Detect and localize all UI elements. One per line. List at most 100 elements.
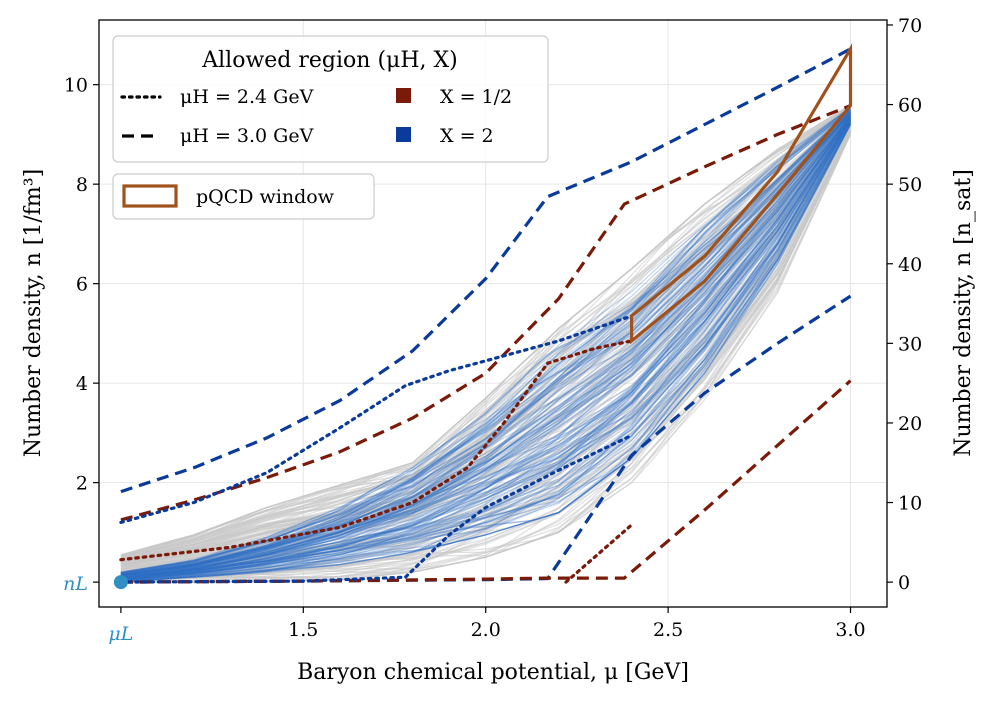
ensemble-blue-curve xyxy=(120,113,851,577)
pqcd-window xyxy=(629,43,853,345)
ensemble-gray-curve xyxy=(120,111,851,562)
ensemble-gray-curve xyxy=(120,107,851,559)
legend-swatch-3 xyxy=(396,127,411,142)
ensemble-blue-curve xyxy=(120,117,852,579)
ensemble-blue-curve xyxy=(120,112,851,577)
ensemble-blue-curve xyxy=(120,117,852,580)
ensemble-blue-curve xyxy=(120,122,852,582)
ensemble-blue-curve xyxy=(120,112,851,577)
ensemble-blue-curve xyxy=(120,119,852,581)
ensemble-blue-curve xyxy=(120,115,852,578)
ensemble-blue-curve xyxy=(120,114,852,578)
ensemble-gray-curve xyxy=(120,107,851,559)
ensemble-blue-curve xyxy=(120,112,851,577)
y-right-tick-label-3: 30 xyxy=(898,333,922,355)
ensemble-blue-curve xyxy=(120,121,852,582)
ensemble-blue-curve xyxy=(120,118,852,580)
ensemble-blue-curve xyxy=(120,119,852,580)
ensemble-blue-curve xyxy=(120,123,852,583)
ensemble-blue-curve xyxy=(120,117,852,580)
ensemble-blue-curve xyxy=(120,114,852,578)
ensemble-blue-curve xyxy=(120,117,852,580)
legend-label-1: μH = 3.0 GeV xyxy=(180,125,314,147)
legend-window-label: pQCD window xyxy=(196,186,335,208)
y-right-tick-label-7: 70 xyxy=(898,15,922,37)
ensemble-gray-curve xyxy=(120,110,851,562)
ensemble-blue-curve xyxy=(120,106,851,574)
ensemble-blue-curve xyxy=(120,120,852,581)
ensemble-blue-curve xyxy=(120,120,852,581)
ensemble-gray-curve xyxy=(120,120,852,571)
ensemble-blue-curve xyxy=(120,121,852,582)
ensemble-blue-curve xyxy=(120,108,851,574)
ensemble-gray-curve xyxy=(120,106,851,559)
ensemble-blue-curve xyxy=(120,124,852,583)
ensemble-blue-curve xyxy=(120,119,852,580)
ensemble-blue-curve xyxy=(120,118,852,580)
ensemble-blue-curve xyxy=(120,115,852,579)
ensemble-blue-curve xyxy=(120,117,852,579)
ensemble-blue-curve xyxy=(120,122,852,582)
ensemble-blue-curve xyxy=(120,106,851,574)
ensemble-blue-curve xyxy=(120,119,852,581)
ensemble-blue-curve xyxy=(120,121,852,582)
ensemble-blue-curve xyxy=(120,117,852,580)
ensemble-blue-curve xyxy=(120,115,852,578)
ensemble-blue-curve xyxy=(120,116,852,579)
x-tick-label-1: 2.0 xyxy=(471,619,501,641)
ensemble-gray-curve xyxy=(120,114,851,565)
ensemble-gray-curve xyxy=(120,111,851,563)
ensemble-gray-curve xyxy=(120,123,852,573)
ensemble-blue-curve xyxy=(120,123,852,583)
ensemble-blue-curve xyxy=(120,118,852,580)
ensemble-blue-curve xyxy=(120,124,852,583)
y-right-tick-label-2: 20 xyxy=(898,413,922,435)
ensemble-blue-curve xyxy=(120,115,852,578)
legend-window-swatch xyxy=(122,184,178,208)
ensemble-blue-curve xyxy=(120,116,852,579)
ensemble-gray-curve xyxy=(120,132,852,582)
y-right-axis-title: Number density, n [n_sat] xyxy=(951,169,976,457)
ensemble-blue-curve xyxy=(120,118,852,580)
ensemble-blue-curve xyxy=(120,110,851,576)
ensemble-blue-curve xyxy=(120,121,852,582)
ensemble-blue-curve xyxy=(120,113,851,577)
ensemble-blue-curve xyxy=(120,117,852,579)
ensemble-blue-curve xyxy=(120,115,852,578)
ensemble-blue-curve xyxy=(120,109,851,575)
ensemble-blue-curve xyxy=(120,123,852,583)
ensemble-blue-curve xyxy=(120,117,852,579)
ensemble-gray-curve xyxy=(120,131,852,581)
ensemble-blue-curve xyxy=(120,111,851,576)
series-lines xyxy=(119,47,852,584)
ensemble-gray-curve xyxy=(120,127,852,577)
y-axis-title: Number density, n [1/fm³] xyxy=(21,169,46,457)
ensemble-blue-curve xyxy=(120,112,851,577)
ensemble-gray-curve xyxy=(120,123,852,574)
ensemble-blue-curve xyxy=(120,123,852,583)
y-tick-label-1: 4 xyxy=(76,373,88,395)
low-density-point xyxy=(113,575,128,590)
ensemble-blue-curve xyxy=(120,115,852,578)
ensemble-blue-curve xyxy=(120,117,852,579)
ensemble-blue-curve xyxy=(120,110,851,575)
ensemble-blue-curve xyxy=(120,110,851,576)
series-line-5 xyxy=(119,433,634,584)
ensemble-blue-curve xyxy=(120,115,852,579)
legend-label-3: X = 2 xyxy=(440,125,494,147)
legend: Allowed region (μH, X) μH = 2.4 GeV μH = 3… xyxy=(112,35,549,220)
ensemble-blue-curve xyxy=(120,122,852,582)
y-right-tick-label-4: 40 xyxy=(898,254,922,276)
ensemble-blue-curve xyxy=(120,116,852,579)
y-tick-label-0: 2 xyxy=(76,473,88,495)
ensemble-blue-curve xyxy=(120,112,851,577)
ensemble-blue-curve xyxy=(120,116,852,579)
ensemble-blue-curve xyxy=(120,109,851,575)
legend-window-box xyxy=(112,173,375,220)
ensemble-blue-curve xyxy=(120,106,851,574)
ensemble-blue-curve xyxy=(120,106,851,574)
ensemble-blue-curve xyxy=(120,120,852,581)
ensemble-blue-curve xyxy=(120,112,851,576)
ensemble-blue-curve xyxy=(120,120,852,581)
